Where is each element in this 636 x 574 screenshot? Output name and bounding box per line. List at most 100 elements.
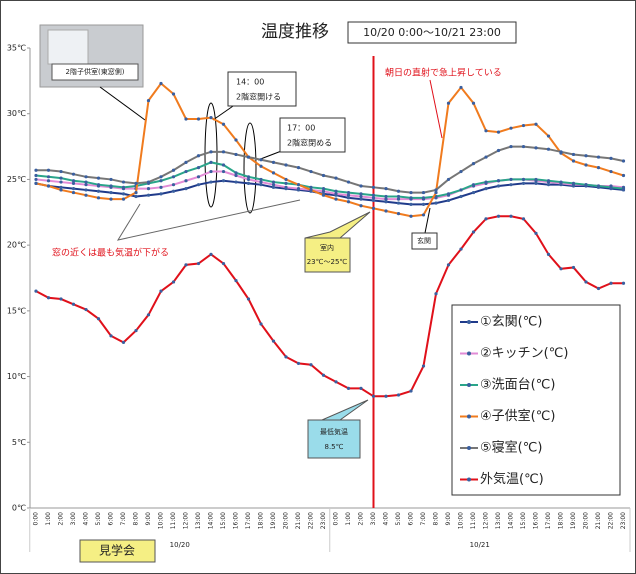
- data-point: [96, 317, 101, 321]
- x-tick-label: 2:00: [358, 512, 365, 526]
- data-point: [71, 181, 76, 185]
- data-point: [209, 252, 213, 256]
- data-point: [446, 198, 451, 203]
- data-point: [221, 150, 226, 154]
- data-point: [259, 322, 263, 326]
- data-point: [271, 160, 276, 164]
- data-point: [571, 265, 576, 270]
- data-point: [184, 263, 188, 267]
- data-point: [321, 173, 326, 178]
- series-line: [35, 161, 624, 199]
- series-line: [36, 145, 624, 194]
- data-point: [409, 190, 413, 195]
- data-point: [171, 189, 176, 193]
- data-point: [421, 202, 426, 206]
- lowest-box: [307, 399, 369, 459]
- plot-area: 0℃ 5℃ 10℃ 15℃ 20℃ 25℃ 30℃ 35℃ 10/20 10/21 0:00 1:00…: [7, 44, 631, 552]
- y-tick-label: 25℃: [7, 175, 26, 184]
- data-point: [121, 340, 126, 344]
- data-point: [346, 200, 351, 204]
- data-point: [359, 192, 363, 196]
- callout-text: 2階窓開ける: [236, 92, 281, 102]
- data-point: [159, 289, 163, 293]
- data-point: [596, 184, 601, 188]
- annotation-text: 室内: [320, 243, 334, 252]
- data-point: [371, 206, 376, 210]
- data-point: [221, 163, 226, 167]
- data-point: [584, 154, 588, 158]
- photo-caption: 2階子供室(東窓側): [66, 67, 125, 76]
- data-point: [334, 197, 338, 201]
- data-point: [571, 181, 576, 185]
- data-point: [34, 173, 38, 178]
- arrow: [99, 86, 146, 121]
- data-point: [59, 297, 63, 301]
- legend-marker: [467, 446, 471, 450]
- data-point: [146, 187, 151, 191]
- data-point: [521, 217, 526, 221]
- data-point: [546, 183, 551, 187]
- data-point: [271, 185, 276, 189]
- x-tick-label: 6:00: [108, 512, 115, 526]
- highlight-ellipse: [204, 102, 218, 208]
- data-point: [621, 173, 626, 178]
- data-point: [346, 180, 351, 184]
- data-point: [584, 183, 588, 187]
- y-tick-label: 10℃: [7, 372, 26, 381]
- annotation-text: 玄関: [417, 236, 431, 245]
- data-point: [109, 177, 113, 182]
- data-point: [121, 192, 126, 196]
- data-point: [509, 144, 513, 149]
- data-point: [359, 204, 363, 208]
- data-point: [134, 181, 138, 185]
- legend-label: ①玄関(℃): [480, 315, 542, 330]
- data-point: [546, 252, 551, 256]
- data-point: [159, 81, 163, 86]
- data-point: [334, 189, 338, 193]
- data-point: [221, 179, 226, 183]
- data-point: [34, 168, 38, 172]
- x-tick-label: 6:00: [408, 512, 415, 526]
- x-tick-label: 10:00: [158, 512, 165, 529]
- callout-box: [227, 71, 297, 107]
- data-point: [196, 166, 201, 170]
- data-point: [184, 160, 188, 164]
- data-point: [296, 183, 301, 187]
- x-tick-label: 7:00: [120, 512, 127, 526]
- annotation-text: 最低気温: [320, 427, 348, 436]
- data-point: [584, 163, 588, 167]
- data-point: [234, 180, 238, 184]
- data-point: [396, 197, 401, 201]
- data-point: [359, 197, 363, 201]
- arrow: [429, 79, 443, 139]
- data-point: [134, 328, 138, 333]
- x-tick-label: 22:00: [608, 512, 615, 529]
- data-point: [59, 169, 63, 174]
- pointer-line: [116, 199, 301, 241]
- data-point: [546, 147, 551, 151]
- data-point: [609, 185, 613, 189]
- data-point: [109, 190, 113, 195]
- data-point: [46, 168, 51, 172]
- data-point: [46, 184, 51, 188]
- data-point: [546, 134, 551, 138]
- data-point: [421, 190, 426, 195]
- data-point: [409, 196, 413, 200]
- data-point: [371, 185, 376, 189]
- data-point: [171, 168, 176, 172]
- legend-marker: [467, 477, 471, 482]
- data-point: [496, 179, 501, 183]
- series-line: [35, 179, 624, 206]
- data-point: [396, 201, 401, 205]
- x-tick-label: 0:00: [333, 512, 340, 526]
- data-point: [596, 286, 601, 291]
- x-tick-label: 16:00: [533, 512, 540, 529]
- data-point: [84, 180, 88, 184]
- data-point: [309, 185, 313, 189]
- indoor-box: [304, 211, 371, 273]
- data-point: [259, 177, 263, 182]
- data-point: [246, 177, 251, 182]
- x-tick-label: 1:00: [345, 512, 352, 526]
- y-tick-label: 0℃: [12, 504, 26, 513]
